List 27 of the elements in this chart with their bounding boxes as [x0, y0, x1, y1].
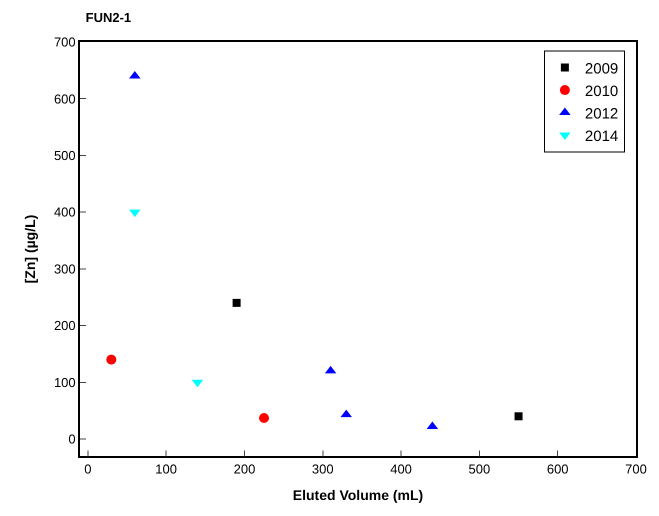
x-tick-label: 200 — [234, 461, 256, 476]
x-tick-label: 500 — [468, 461, 490, 476]
point — [514, 412, 523, 420]
x-tick-label: 100 — [155, 461, 177, 476]
y-tick-label: 100 — [54, 374, 76, 390]
y-tick-label: 700 — [54, 34, 76, 50]
legend-label: 2010 — [584, 82, 618, 100]
y-axis-title: [Zn] (µg/L) — [22, 214, 38, 284]
y-tick-label: 0 — [68, 432, 76, 447]
point — [106, 354, 116, 365]
x-tick-label: 0 — [84, 461, 92, 476]
x-tick-label: 400 — [390, 461, 412, 476]
legend-label: 2009 — [584, 60, 618, 78]
chart-title: FUN2-1 — [86, 10, 132, 25]
x-axis-title: Eluted Volume (mL) — [292, 487, 424, 504]
x-tick-label: 600 — [546, 461, 569, 476]
y-tick-label: 400 — [54, 204, 76, 220]
y-tick-label: 500 — [54, 148, 76, 163]
x-tick-label: 700 — [625, 461, 647, 476]
legend-label: 2014 — [584, 128, 618, 145]
point — [232, 298, 241, 307]
legend-label: 2012 — [584, 105, 618, 122]
point — [259, 413, 270, 423]
y-tick-label: 300 — [54, 261, 76, 276]
y-tick-label: 600 — [54, 91, 76, 106]
x-tick-label: 300 — [312, 461, 334, 476]
y-tick-label: 200 — [54, 318, 76, 334]
